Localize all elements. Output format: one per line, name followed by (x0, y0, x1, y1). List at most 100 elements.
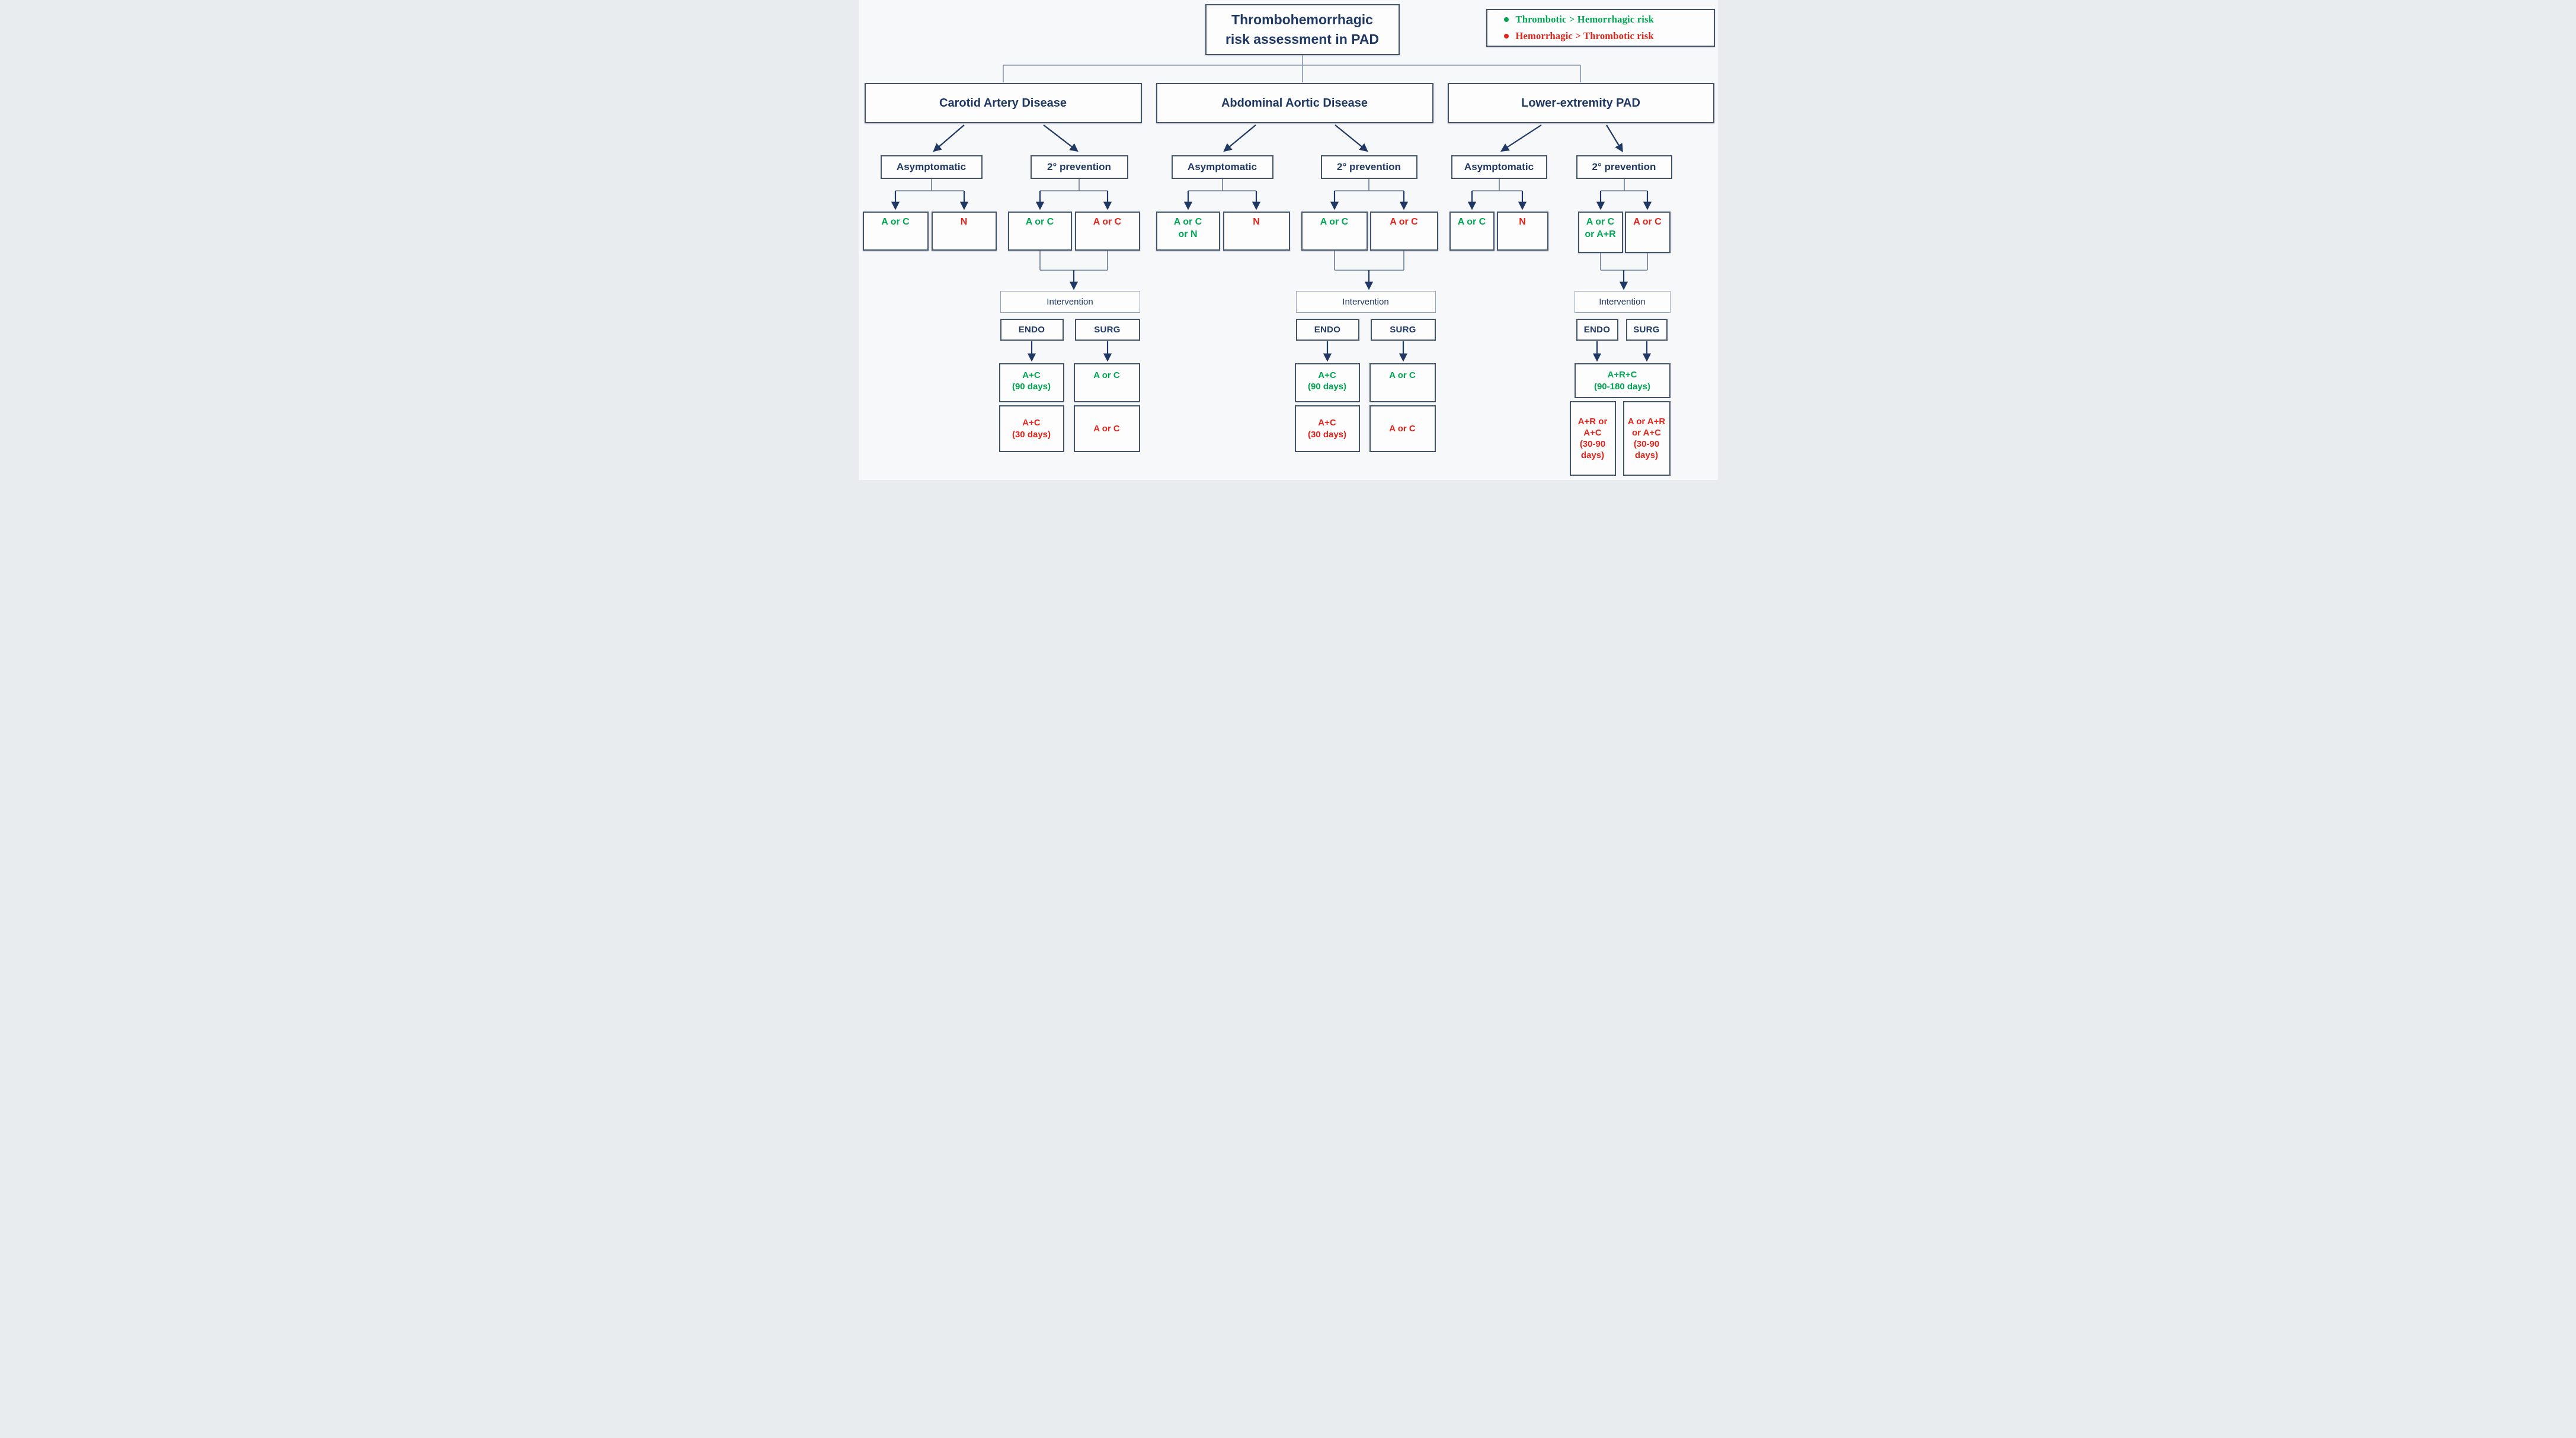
node-label: Asymptomatic (896, 161, 967, 172)
result-value: A or A+R or A+C (30-90 days) (1627, 416, 1666, 461)
node-carotid-asymptomatic: Asymptomatic (880, 155, 983, 179)
outcome-abdominal-asymptomatic-hemorrhagic: N (1223, 212, 1290, 251)
node-label: Asymptomatic (1187, 161, 1257, 172)
branch-label-abdominal: Abdominal Aortic Disease (1221, 96, 1368, 110)
node-label: Asymptomatic (1464, 161, 1534, 172)
outcome-value: A or C (1390, 217, 1418, 227)
node-label: 2° prevention (1337, 161, 1401, 172)
node-label: ENDO (1018, 325, 1045, 335)
result-carotid-endo-thrombotic: A+C (90 days) (999, 363, 1064, 402)
node-carotid-surg: SURG (1074, 319, 1140, 341)
node-abdominal-endo: ENDO (1295, 319, 1359, 341)
node-abdominal-surg: SURG (1370, 319, 1436, 341)
node-label: ENDO (1314, 325, 1341, 335)
node-abdominal-intervention: Intervention (1295, 291, 1436, 313)
result-value: A+R+C (90-180 days) (1593, 370, 1651, 392)
branch-label-carotid: Carotid Artery Disease (939, 96, 1067, 110)
result-value: A or C (1093, 423, 1120, 434)
result-carotid-surg-hemorrhagic: A or C (1073, 405, 1140, 452)
legend-item-hemorrhagic: Hemorrhagic > Thrombotic risk (1503, 30, 1654, 42)
node-label: Intervention (1342, 297, 1389, 307)
leaf-arrows (891, 191, 1652, 210)
node-lower-extremity-intervention: Intervention (1574, 291, 1671, 313)
outcome-value: A or C (881, 217, 910, 227)
outcome-lower-extremity-prevention-hemorrhagic: A or C (1624, 212, 1671, 253)
branch-split-arrows (932, 124, 1623, 153)
outcome-value: N (960, 217, 968, 227)
result-abdominal-endo-hemorrhagic: A+C (30 days) (1294, 405, 1360, 452)
title-branch-connectors (1002, 55, 1581, 82)
title-line-1: Thrombohemorrhagic (1231, 11, 1373, 27)
outcome-value: A or C (1457, 217, 1486, 227)
outcome-value: A or C (1093, 217, 1122, 227)
node-label: SURG (1633, 325, 1660, 335)
outcome-abdominal-prevention-hemorrhagic: A or C (1369, 212, 1438, 251)
legend-bullet-green-icon (1503, 17, 1509, 22)
node-label: ENDO (1583, 325, 1611, 335)
outcome-carotid-prevention-thrombotic: A or C (1007, 212, 1072, 251)
outcome-value: A or C (1320, 217, 1349, 227)
result-value: A or C (1389, 423, 1416, 434)
result-value: A+C (90 days) (1012, 370, 1051, 392)
result-value: A+C (30 days) (1307, 418, 1347, 440)
outcome-carotid-asymptomatic-thrombotic: A or C (862, 212, 929, 251)
node-carotid-intervention: Intervention (1000, 291, 1140, 313)
node-label: SURG (1390, 325, 1416, 335)
title-line-2: risk assessment in PAD (1225, 31, 1380, 47)
branch-box-lower-extremity: Lower-extremity PAD (1447, 83, 1714, 123)
outcome-abdominal-asymptomatic-thrombotic: A or C or N (1156, 212, 1220, 251)
result-lower-extremity-endo-hemorrhagic: A+R or A+C (30-90 days) (1569, 401, 1616, 476)
branch-box-carotid: Carotid Artery Disease (864, 83, 1142, 123)
node-lower-extremity-secondary-prevention: 2° prevention (1576, 155, 1672, 179)
merge-connectors (1039, 251, 1648, 271)
node-label: Intervention (1599, 297, 1646, 307)
outcome-lower-extremity-asymptomatic-thrombotic: A or C (1449, 212, 1495, 251)
outcome-lower-extremity-asymptomatic-hemorrhagic: N (1496, 212, 1548, 251)
legend-box: Thrombotic > Hemorrhagic risk Hemorrhagi… (1486, 9, 1715, 47)
legend-bullet-red-icon (1503, 34, 1509, 39)
node-label: Intervention (1047, 297, 1093, 307)
outcome-value: N (1253, 217, 1260, 227)
intervention-arrows (1069, 270, 1628, 290)
result-abdominal-surg-hemorrhagic: A or C (1369, 405, 1436, 452)
branch-box-abdominal: Abdominal Aortic Disease (1156, 83, 1433, 123)
node-carotid-endo: ENDO (1000, 319, 1064, 341)
result-value: A or C (1093, 370, 1120, 380)
outcome-carotid-prevention-hemorrhagic: A or C (1074, 212, 1140, 251)
node-lower-extremity-asymptomatic: Asymptomatic (1451, 155, 1547, 179)
result-lower-extremity-combined-thrombotic: A+R+C (90-180 days) (1574, 363, 1671, 398)
outcome-abdominal-prevention-thrombotic: A or C (1301, 212, 1368, 251)
node-carotid-secondary-prevention: 2° prevention (1030, 155, 1128, 179)
result-abdominal-surg-thrombotic: A or C (1369, 363, 1436, 402)
node-abdominal-asymptomatic: Asymptomatic (1171, 155, 1273, 179)
result-abdominal-endo-thrombotic: A+C (90 days) (1294, 363, 1360, 402)
flowchart-title-box: Thrombohemorrhagic risk assessment in PA… (1205, 4, 1400, 55)
result-value: A+R or A+C (30-90 days) (1577, 416, 1608, 461)
result-value: A+C (90 days) (1307, 370, 1347, 392)
result-value: A or C (1389, 370, 1416, 380)
flowchart-slide: Thrombohemorrhagic risk assessment in PA… (858, 0, 1718, 480)
endo-surg-arrows (1027, 341, 1651, 362)
node-label: SURG (1094, 325, 1121, 335)
node-abdominal-secondary-prevention: 2° prevention (1320, 155, 1417, 179)
outcome-value: A or C or N (1173, 217, 1202, 239)
outcome-value: A or C (1633, 217, 1662, 227)
outcome-value: A or C or A+R (1585, 217, 1616, 239)
outcome-value: A or C (1025, 217, 1054, 227)
node-lower-extremity-surg: SURG (1625, 319, 1668, 341)
node-label: 2° prevention (1047, 161, 1111, 172)
branch-label-lower-extremity: Lower-extremity PAD (1521, 96, 1640, 110)
node-lower-extremity-endo: ENDO (1576, 319, 1618, 341)
node-label: 2° prevention (1592, 161, 1656, 172)
result-lower-extremity-surg-hemorrhagic: A or A+R or A+C (30-90 days) (1623, 401, 1671, 476)
outcome-value: N (1519, 217, 1526, 227)
outcome-lower-extremity-prevention-thrombotic: A or C or A+R (1577, 212, 1623, 253)
result-carotid-endo-hemorrhagic: A+C (30 days) (999, 405, 1064, 452)
legend-label-thrombotic: Thrombotic > Hemorrhagic risk (1515, 14, 1654, 25)
level2-split-connectors (895, 179, 1647, 191)
legend-item-thrombotic: Thrombotic > Hemorrhagic risk (1503, 14, 1655, 25)
result-value: A+C (30 days) (1012, 418, 1051, 440)
result-carotid-surg-thrombotic: A or C (1073, 363, 1140, 402)
outcome-carotid-asymptomatic-hemorrhagic: N (931, 212, 997, 251)
legend-label-hemorrhagic: Hemorrhagic > Thrombotic risk (1515, 30, 1654, 41)
